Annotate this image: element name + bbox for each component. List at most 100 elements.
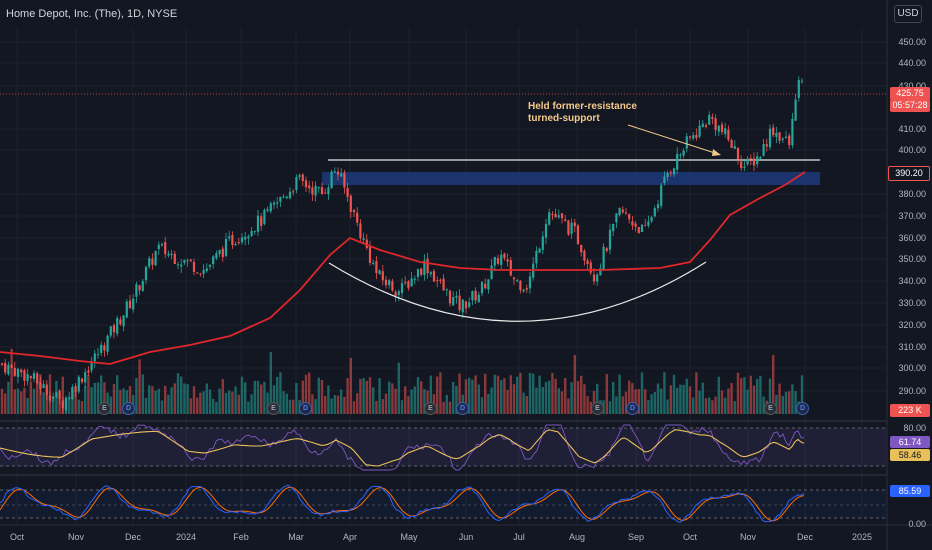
volume-bar bbox=[388, 381, 391, 414]
candle-body bbox=[621, 209, 624, 213]
volume-bar bbox=[202, 391, 205, 414]
candle-body bbox=[448, 290, 452, 304]
volume-bar bbox=[708, 397, 711, 414]
time-axis-label: Oct bbox=[682, 532, 698, 542]
volume-bar bbox=[384, 393, 388, 414]
candle-body bbox=[567, 220, 570, 235]
candle-body bbox=[308, 185, 311, 189]
candle-body bbox=[285, 196, 288, 199]
volume-bar bbox=[554, 378, 557, 414]
earnings-icon[interactable]: E bbox=[98, 402, 111, 415]
volume-bar bbox=[660, 388, 663, 414]
volume-bar bbox=[580, 375, 583, 414]
chart-title: Home Depot, Inc. (The), 1D, NYSE bbox=[6, 8, 178, 20]
volume-bar bbox=[333, 395, 336, 414]
volume-bar bbox=[701, 382, 704, 414]
candle-body bbox=[292, 191, 295, 193]
candle-body bbox=[692, 135, 695, 139]
volume-bar bbox=[343, 396, 346, 414]
volume-bar bbox=[247, 401, 250, 414]
candle-body bbox=[570, 222, 573, 234]
volume-bar bbox=[96, 382, 100, 414]
time-axis-label: Dec bbox=[124, 532, 142, 542]
volume-bar bbox=[512, 384, 516, 414]
volume-bar bbox=[567, 398, 570, 414]
earnings-icon[interactable]: E bbox=[267, 402, 280, 415]
candle-body bbox=[436, 280, 439, 282]
volume-bar bbox=[612, 382, 615, 414]
volume-bar bbox=[445, 394, 448, 414]
price-scale-label: 340.00 bbox=[898, 276, 926, 286]
earnings-icon[interactable]: E bbox=[591, 402, 604, 415]
candle-body bbox=[250, 231, 253, 237]
dividend-icon[interactable]: D bbox=[626, 402, 639, 415]
candle-body bbox=[74, 385, 77, 393]
volume-bar bbox=[698, 390, 701, 414]
volume-bar bbox=[448, 401, 452, 414]
candle-body bbox=[512, 277, 516, 280]
dividend-icon[interactable]: D bbox=[299, 402, 312, 415]
earnings-icon[interactable]: E bbox=[424, 402, 437, 415]
candle-body bbox=[359, 223, 362, 239]
volume-bar bbox=[436, 376, 439, 414]
volume-bar bbox=[490, 387, 493, 414]
volume-bar bbox=[375, 400, 378, 414]
candle-body bbox=[247, 236, 250, 239]
volume-bar bbox=[656, 383, 660, 414]
candle-body bbox=[154, 251, 157, 266]
candle-body bbox=[279, 196, 282, 202]
currency-button[interactable]: USD bbox=[894, 5, 922, 23]
volume-bar bbox=[61, 376, 64, 414]
price-scale-label: 410.00 bbox=[898, 124, 926, 134]
volume-bar bbox=[740, 378, 743, 414]
volume-bar bbox=[176, 373, 180, 414]
volume-bar bbox=[272, 385, 276, 414]
candle-body bbox=[666, 173, 669, 177]
volume-bar bbox=[77, 399, 80, 414]
candle-body bbox=[781, 138, 784, 141]
volume-bar bbox=[10, 348, 13, 414]
volume-bar bbox=[509, 375, 512, 414]
volume-bar bbox=[589, 401, 592, 414]
candle-body bbox=[573, 222, 576, 227]
dividend-icon[interactable]: D bbox=[796, 402, 809, 415]
candle-body bbox=[672, 168, 676, 175]
volume-bar bbox=[244, 382, 247, 414]
candle-body bbox=[186, 260, 189, 262]
support-zone bbox=[322, 172, 820, 185]
candle-body bbox=[656, 204, 660, 209]
rsi-value-tag: 61.74 bbox=[890, 436, 930, 448]
candle-body bbox=[330, 171, 333, 189]
dividend-icon[interactable]: D bbox=[122, 402, 135, 415]
volume-bar bbox=[647, 400, 650, 414]
volume-bar bbox=[324, 395, 327, 414]
time-axis-label: Apr bbox=[342, 532, 358, 542]
candle-body bbox=[20, 369, 23, 373]
time-axis-label: Jun bbox=[458, 532, 474, 542]
candle-body bbox=[404, 282, 407, 284]
volume-bar bbox=[215, 401, 218, 414]
candle-body bbox=[375, 260, 378, 273]
volume-bar bbox=[250, 394, 253, 414]
volume-bar bbox=[336, 395, 340, 414]
candle-body bbox=[272, 202, 276, 205]
volume-bar bbox=[282, 391, 285, 414]
candle-body bbox=[519, 280, 522, 290]
volume-bar bbox=[314, 399, 317, 414]
candle-body bbox=[765, 144, 768, 147]
volume-bar bbox=[452, 381, 455, 414]
volume-bar bbox=[356, 393, 359, 414]
grid-lines bbox=[0, 28, 887, 525]
candle-body bbox=[218, 249, 221, 254]
countdown-tag: 05:57:28 bbox=[890, 99, 930, 112]
price-scale-label: 290.00 bbox=[898, 386, 926, 396]
candle-body bbox=[13, 368, 16, 376]
candle-body bbox=[23, 370, 26, 381]
candle-body bbox=[484, 283, 487, 289]
volume-bar bbox=[768, 378, 772, 414]
candle-body bbox=[7, 364, 10, 375]
earnings-icon[interactable]: E bbox=[764, 402, 777, 415]
candle-body bbox=[653, 208, 656, 217]
dividend-icon[interactable]: D bbox=[456, 402, 469, 415]
